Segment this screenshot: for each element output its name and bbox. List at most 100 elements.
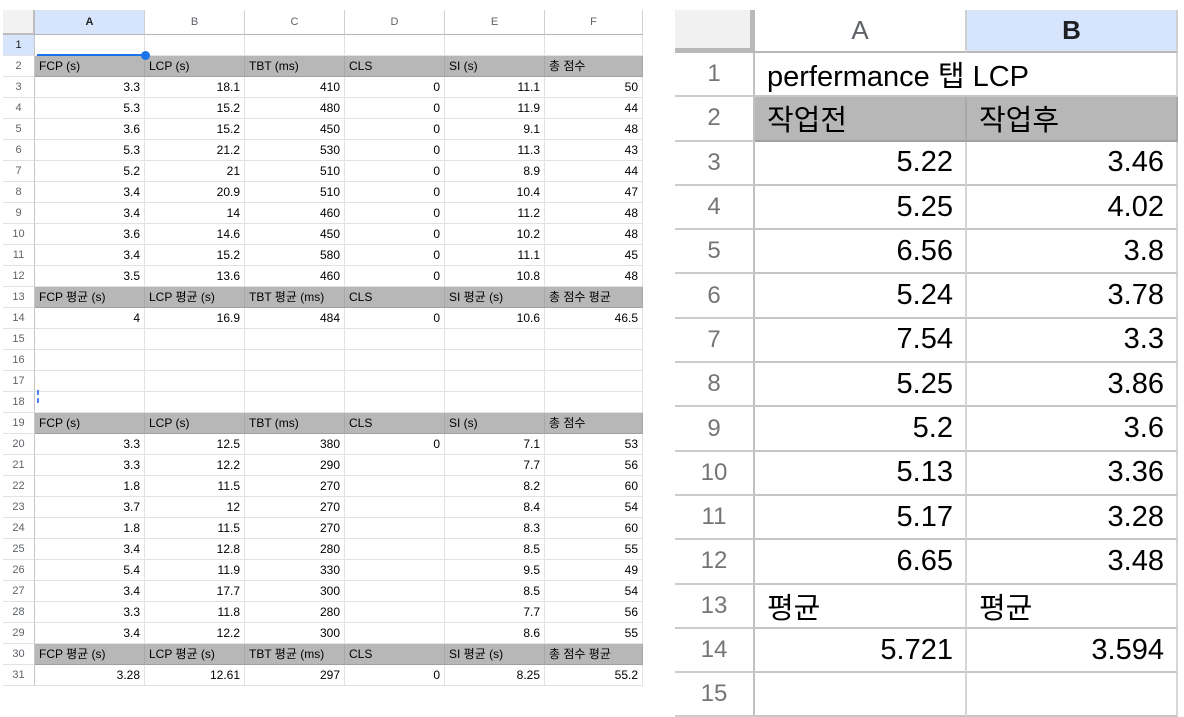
cell-b9[interactable]: 14 — [145, 203, 245, 224]
cell-c21[interactable]: 290 — [245, 455, 345, 476]
cell-e16[interactable] — [445, 350, 545, 371]
cell-a2[interactable]: FCP (s) — [35, 56, 145, 77]
cell-a27[interactable]: 3.4 — [35, 581, 145, 602]
cell-d3[interactable]: 0 — [345, 77, 445, 98]
row-header-14[interactable]: 14 — [675, 628, 755, 674]
row-header-10[interactable]: 10 — [675, 451, 755, 496]
row-header-10[interactable]: 10 — [3, 224, 35, 245]
cell-e5[interactable]: 9.1 — [445, 119, 545, 140]
cell-e14[interactable]: 10.6 — [445, 308, 545, 329]
cell-e4[interactable]: 11.9 — [445, 98, 545, 119]
cell-c2[interactable]: TBT (ms) — [245, 56, 345, 77]
cell-e3[interactable]: 11.1 — [445, 77, 545, 98]
cell-a21[interactable]: 3.3 — [35, 455, 145, 476]
row-header-1[interactable]: 1 — [3, 35, 35, 56]
cell-c15[interactable] — [245, 329, 345, 350]
cell-d13[interactable]: CLS — [345, 287, 445, 308]
cell-c16[interactable] — [245, 350, 345, 371]
row-header-9[interactable]: 9 — [675, 407, 755, 452]
cell-d9[interactable]: 0 — [345, 203, 445, 224]
cell-c4[interactable]: 480 — [245, 98, 345, 119]
cell-a5[interactable]: 6.56 — [755, 230, 967, 275]
cell-c24[interactable]: 270 — [245, 518, 345, 539]
column-header-b[interactable]: B — [967, 10, 1178, 53]
cell-d6[interactable]: 0 — [345, 140, 445, 161]
cell-f24[interactable]: 60 — [545, 518, 643, 539]
row-header-9[interactable]: 9 — [3, 203, 35, 224]
cell-f4[interactable]: 44 — [545, 98, 643, 119]
cell-f31[interactable]: 55.2 — [545, 665, 643, 686]
cell-e29[interactable]: 8.6 — [445, 623, 545, 644]
cell-e28[interactable]: 7.7 — [445, 602, 545, 623]
row-header-7[interactable]: 7 — [675, 318, 755, 364]
cell-e25[interactable]: 8.5 — [445, 539, 545, 560]
cell-c9[interactable]: 460 — [245, 203, 345, 224]
cell-b9[interactable]: 3.6 — [967, 407, 1178, 452]
cell-b29[interactable]: 12.2 — [145, 623, 245, 644]
row-header-29[interactable]: 29 — [3, 623, 35, 644]
cell-a29[interactable]: 3.4 — [35, 623, 145, 644]
cell-f1[interactable] — [545, 35, 643, 56]
cell-f8[interactable]: 47 — [545, 182, 643, 203]
cell-b26[interactable]: 11.9 — [145, 560, 245, 581]
row-header-1[interactable]: 1 — [675, 53, 755, 98]
cell-f19[interactable]: 총 점수 — [545, 413, 643, 434]
cell-c29[interactable]: 300 — [245, 623, 345, 644]
row-header-3[interactable]: 3 — [675, 141, 755, 186]
row-header-5[interactable]: 5 — [675, 230, 755, 275]
cell-d2[interactable]: CLS — [345, 56, 445, 77]
cell-d23[interactable] — [345, 497, 445, 518]
select-all-corner[interactable] — [675, 10, 755, 53]
cell-b2[interactable]: 작업후 — [967, 97, 1178, 142]
cell-f17[interactable] — [545, 371, 643, 392]
cell-a12[interactable]: 6.65 — [755, 540, 967, 585]
row-header-5[interactable]: 5 — [3, 119, 35, 140]
cell-b5[interactable]: 3.8 — [967, 230, 1178, 275]
cell-c13[interactable]: TBT 평균 (ms) — [245, 287, 345, 308]
cell-c18[interactable] — [245, 392, 345, 413]
row-header-6[interactable]: 6 — [3, 140, 35, 161]
cell-f2[interactable]: 총 점수 — [545, 56, 643, 77]
row-header-2[interactable]: 2 — [3, 56, 35, 77]
cell-d16[interactable] — [345, 350, 445, 371]
cell-d12[interactable]: 0 — [345, 266, 445, 287]
cell-c23[interactable]: 270 — [245, 497, 345, 518]
cell-b5[interactable]: 15.2 — [145, 119, 245, 140]
cell-b6[interactable]: 3.78 — [967, 274, 1178, 319]
cell-a15[interactable] — [755, 673, 967, 717]
cell-a12[interactable]: 3.5 — [35, 266, 145, 287]
cell-e6[interactable]: 11.3 — [445, 140, 545, 161]
cell-e1[interactable] — [445, 35, 545, 56]
cell-c30[interactable]: TBT 평균 (ms) — [245, 644, 345, 665]
cell-f3[interactable]: 50 — [545, 77, 643, 98]
cell-e13[interactable]: SI 평균 (s) — [445, 287, 545, 308]
cell-f12[interactable]: 48 — [545, 266, 643, 287]
cell-d21[interactable] — [345, 455, 445, 476]
cell-b11[interactable]: 15.2 — [145, 245, 245, 266]
cell-e30[interactable]: SI 평균 (s) — [445, 644, 545, 665]
cell-f10[interactable]: 48 — [545, 224, 643, 245]
cell-e11[interactable]: 11.1 — [445, 245, 545, 266]
cell-f14[interactable]: 46.5 — [545, 308, 643, 329]
cell-d29[interactable] — [345, 623, 445, 644]
cell-f15[interactable] — [545, 329, 643, 350]
row-header-8[interactable]: 8 — [3, 182, 35, 203]
cell-b27[interactable]: 17.7 — [145, 581, 245, 602]
cell-d14[interactable]: 0 — [345, 308, 445, 329]
cell-c28[interactable]: 280 — [245, 602, 345, 623]
cell-d30[interactable]: CLS — [345, 644, 445, 665]
cell-b28[interactable]: 11.8 — [145, 602, 245, 623]
cell-b3[interactable]: 18.1 — [145, 77, 245, 98]
row-header-21[interactable]: 21 — [3, 455, 35, 476]
cell-d4[interactable]: 0 — [345, 98, 445, 119]
cell-d8[interactable]: 0 — [345, 182, 445, 203]
cell-a18[interactable] — [35, 392, 145, 413]
cell-c19[interactable]: TBT (ms) — [245, 413, 345, 434]
cell-b8[interactable]: 3.86 — [967, 363, 1178, 408]
row-header-7[interactable]: 7 — [3, 161, 35, 182]
cell-a22[interactable]: 1.8 — [35, 476, 145, 497]
cell-c14[interactable]: 484 — [245, 308, 345, 329]
row-header-25[interactable]: 25 — [3, 539, 35, 560]
row-header-27[interactable]: 27 — [3, 581, 35, 602]
select-all-corner[interactable] — [3, 10, 35, 35]
